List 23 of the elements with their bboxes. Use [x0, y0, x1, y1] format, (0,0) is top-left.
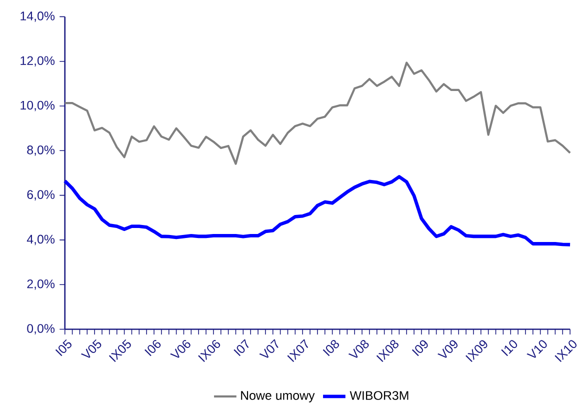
line-series — [64, 62, 572, 165]
y-tick-label: 2,0% — [27, 279, 55, 290]
x-tick-label: V05 — [80, 339, 102, 358]
x-tick-label: V06 — [170, 340, 190, 358]
y-tick-label: 4,0% — [26, 234, 55, 246]
x-tick-label: I05 — [55, 339, 72, 356]
x-tick-label: I06 — [144, 340, 161, 356]
x-tick-label: V08 — [348, 340, 369, 358]
x-tick-label: V10 — [526, 340, 547, 358]
x-tick-label: I07 — [234, 339, 249, 356]
y-tick-label: 14,0% — [20, 12, 55, 22]
x-tick-label: V09 — [438, 340, 458, 358]
y-tick-label: 8,0% — [27, 146, 55, 156]
x-tick-label: I10 — [501, 340, 518, 356]
y-tick-label: 12,0% — [20, 56, 55, 67]
legend-label: Nowe umowy — [241, 391, 315, 402]
y-tick-label: 0,0% — [27, 324, 55, 334]
legend-label: WIBOR3M — [350, 391, 408, 400]
y-tick-label: 6,0% — [27, 190, 55, 200]
x-tick-label: V07 — [259, 339, 278, 358]
x-tick-label: I09 — [412, 340, 428, 356]
x-tick-label: I08 — [322, 340, 340, 356]
y-tick-label: 10,0% — [20, 100, 55, 112]
